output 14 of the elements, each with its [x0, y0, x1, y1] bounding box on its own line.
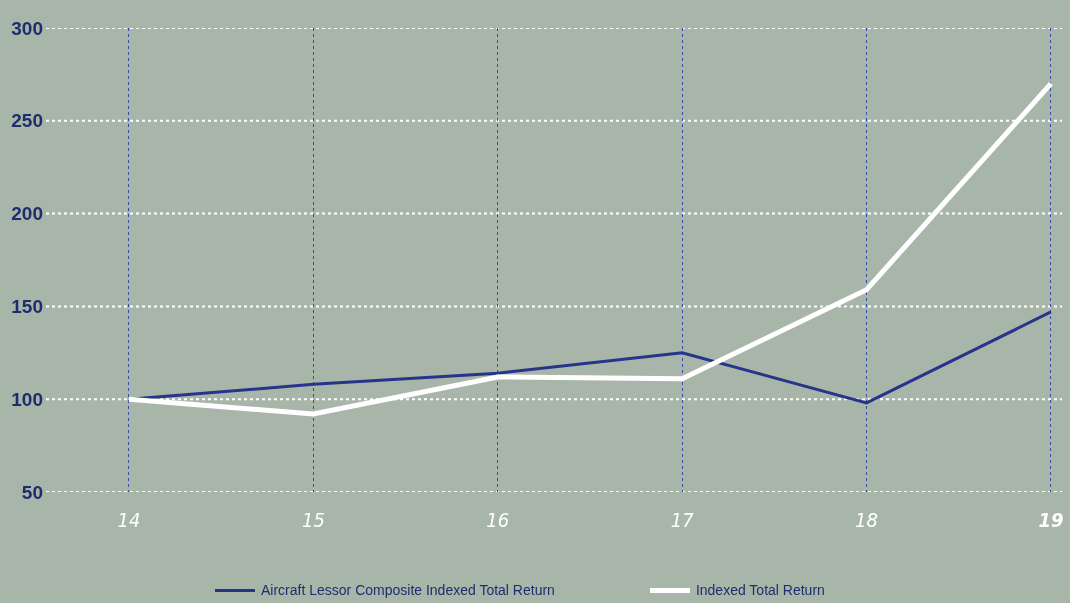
x-tick-label: 15 — [301, 508, 325, 532]
y-tick-label: 100 — [11, 388, 43, 410]
legend-label: Indexed Total Return — [695, 582, 825, 598]
legend-label: Aircraft Lessor Composite Indexed Total Return — [261, 582, 555, 598]
x-tick-label: 14 — [117, 508, 141, 532]
y-tick-label: 50 — [21, 481, 43, 503]
y-tick-label: 300 — [11, 17, 43, 39]
y-tick-label: 250 — [11, 110, 43, 132]
x-tick-label: 18 — [855, 508, 878, 532]
y-tick-label: 150 — [11, 296, 43, 318]
y-tick-label: 200 — [11, 203, 43, 225]
x-tick-label: 19 — [1038, 508, 1064, 532]
x-tick-label: 17 — [670, 508, 695, 532]
x-tick-label: 16 — [486, 508, 510, 532]
